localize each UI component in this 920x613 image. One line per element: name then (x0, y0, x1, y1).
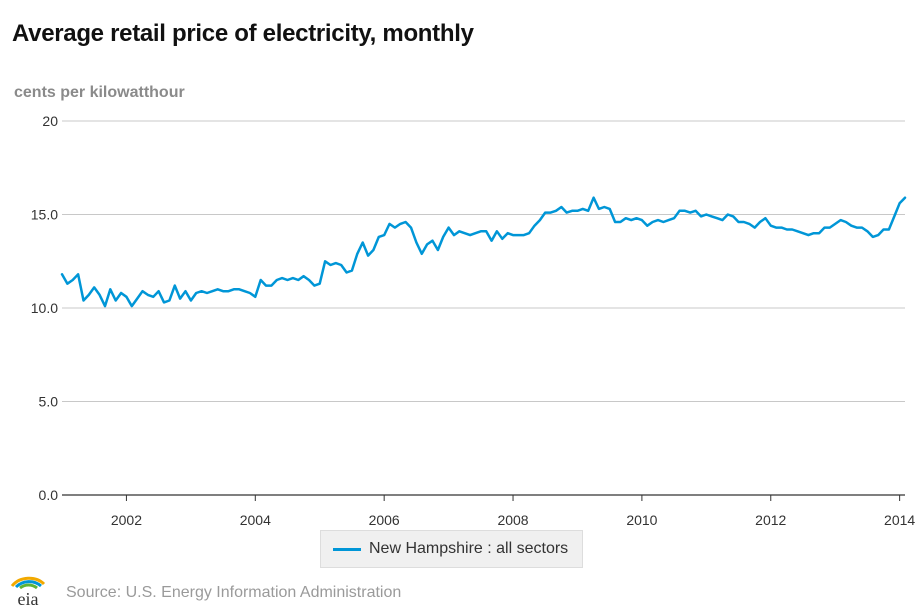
y-tick-label: 0.0 (39, 487, 59, 503)
legend[interactable]: New Hampshire : all sectors (320, 530, 584, 568)
y-tick-label: 20 (42, 113, 58, 129)
y-tick-label: 5.0 (39, 394, 59, 410)
x-axis-tick-labels: 2002 2004 2006 2008 2010 2012 2014 (111, 512, 916, 528)
legend-label: New Hampshire : all sectors (369, 540, 569, 557)
legend-swatch (333, 547, 361, 551)
series-layer (60, 196, 907, 308)
chart-title: Average retail price of electricity, mon… (12, 20, 474, 47)
logo-text: eia (18, 589, 39, 608)
gridlines (62, 120, 905, 501)
y-axis-tick-labels: 0.0 5.0 10.0 15.0 20 (31, 113, 58, 503)
x-tick-label: 2006 (369, 512, 400, 528)
x-tick-label: 2012 (755, 512, 786, 528)
x-tick-label: 2008 (497, 512, 528, 528)
y-tick-label: 15.0 (31, 207, 58, 223)
x-tick-label: 2010 (626, 512, 657, 528)
series-line-0[interactable] (60, 196, 907, 308)
y-axis-unit-label: cents per kilowatthour (14, 84, 185, 101)
x-tick-label: 2014 (884, 512, 915, 528)
x-tick-label: 2002 (111, 512, 142, 528)
source-note: Source: U.S. Energy Information Administ… (66, 584, 402, 601)
eia-logo-icon: eia (10, 576, 46, 608)
x-tick-label: 2004 (240, 512, 271, 528)
y-tick-label: 10.0 (31, 300, 58, 316)
